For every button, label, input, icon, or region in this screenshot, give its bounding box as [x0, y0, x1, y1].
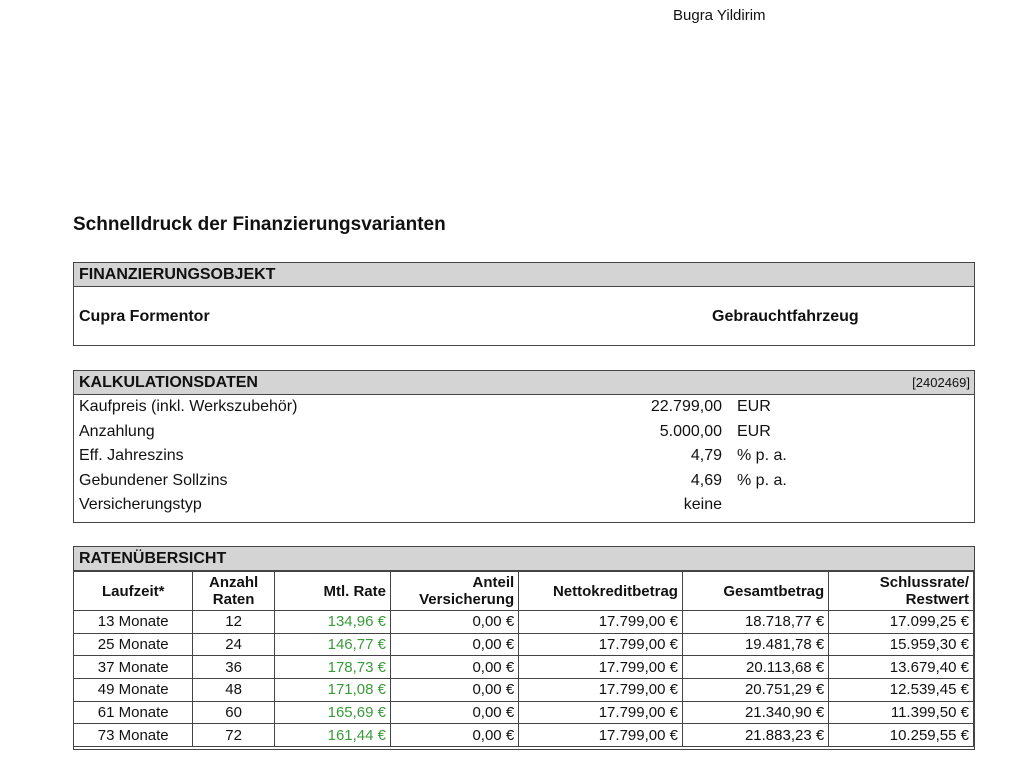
table-cell: 17.099,25 €	[828, 610, 974, 634]
table-cell: 19.481,78 €	[681, 632, 830, 657]
table-cell: 11.399,50 €	[828, 700, 974, 725]
table-cell: 15.959,30 €	[828, 632, 974, 657]
calc-value: keine	[683, 496, 722, 513]
calc-value: 5.000,00	[659, 422, 722, 440]
table-cell: 0,00 €	[389, 655, 520, 680]
calc-label: Versicherungstyp	[79, 496, 202, 513]
table-cell: 0,00 €	[389, 723, 520, 748]
table-cell: 20.113,68 €	[681, 655, 830, 680]
table-cell: 12	[192, 610, 275, 634]
table-cell: 17.799,00 €	[518, 700, 683, 725]
table-cell: 72	[192, 723, 275, 748]
table-cell: 171,08 €	[273, 678, 392, 702]
table-cell: 25 Monate	[72, 632, 194, 657]
table-cell: 73 Monate	[72, 723, 194, 748]
table-row: 61 Monate 60 165,69 €0,00 €17.799,00 €21.3…	[72, 700, 974, 725]
table-cell: 0,00 €	[389, 700, 520, 725]
table-cell: 178,73 €	[273, 655, 392, 680]
column-header: Laufzeit*	[72, 571, 194, 611]
customer-name: Bugra Yildirim	[673, 7, 766, 24]
table-cell: 17.799,00 €	[518, 723, 683, 748]
table-cell: 0,00 €	[389, 610, 520, 634]
section-header: KALKULATIONSDATEN [2402469]	[74, 371, 974, 395]
table-cell: 13.679,40 €	[828, 655, 974, 680]
table-row: 49 Monate 48 171,08 €0,00 €17.799,00 €20.7…	[72, 678, 974, 702]
calc-row: Anzahlung 5.000,00 EUR	[79, 420, 969, 445]
column-header: Schlussrate/ Restwert	[828, 571, 974, 611]
table-cell: 49 Monate	[72, 678, 194, 702]
table-cell: 37 Monate	[72, 655, 194, 680]
table-cell: 0,00 €	[389, 678, 520, 702]
table-cell: 24	[192, 632, 275, 657]
calculation-section: KALKULATIONSDATEN [2402469] Kaufpreis (in…	[73, 370, 975, 523]
table-cell: 17.799,00 €	[518, 610, 683, 634]
calc-label: Gebundener Sollzins	[79, 471, 228, 489]
column-header: Anzahl Raten	[192, 571, 275, 611]
table-cell: 12.539,45 €	[828, 678, 974, 702]
calc-unit: % p. a.	[737, 447, 787, 464]
rate-overview-section: RATENÜBERSICHT Laufzeit* Anzahl Raten Mtl.…	[72, 546, 975, 750]
table-cell: 165,69 €	[273, 700, 392, 725]
table-cell: 161,44 €	[273, 723, 392, 748]
table-cell: 13 Monate	[72, 610, 194, 634]
calc-value: 4,79	[690, 447, 722, 464]
calc-row: Kaufpreis (inkl. Werkszubehör) 22.799,00 E…	[79, 395, 969, 420]
table-cell: 0,00 €	[389, 632, 520, 657]
calc-label: Kaufpreis (inkl. Werkszubehör)	[79, 398, 298, 415]
table-cell: 17.799,00 €	[518, 678, 683, 702]
vehicle-type: Gebrauchtfahrzeug	[712, 308, 859, 325]
financing-object-section: FINANZIERUNGSOBJEKT Cupra Formentor Gebr…	[73, 262, 975, 346]
calc-value: 22.799,00	[650, 398, 722, 415]
calc-label: Anzahlung	[79, 422, 155, 440]
reference-number: [2402469]	[912, 375, 970, 390]
table-cell: 48	[192, 678, 275, 702]
table-row: 73 Monate 72 161,44 €0,00 €17.799,00 €21.8…	[72, 723, 974, 748]
table-cell: 21.883,23 €	[681, 723, 830, 748]
rate-table: Laufzeit* Anzahl Raten Mtl. Rate Anteil Ver…	[72, 571, 974, 748]
table-cell: 10.259,55 €	[828, 723, 974, 748]
table-row: 37 Monate 36 178,73 €0,00 €17.799,00 €20.1…	[72, 655, 974, 680]
column-header: Anteil Versicherung	[389, 571, 520, 611]
calc-unit: EUR	[737, 398, 771, 415]
calc-unit: % p. a.	[737, 471, 787, 489]
table-cell: 17.799,00 €	[518, 632, 683, 657]
section-title: KALKULATIONSDATEN	[79, 374, 258, 391]
calc-row: Versicherungstyp keine	[79, 493, 969, 518]
column-header: Gesamtbetrag	[681, 571, 830, 611]
calc-row: Gebundener Sollzins 4,69 % p. a.	[79, 469, 969, 494]
table-cell: 36	[192, 655, 275, 680]
section-header: RATENÜBERSICHT	[74, 547, 974, 571]
table-cell: 18.718,77 €	[681, 610, 830, 634]
table-cell: 61 Monate	[72, 700, 194, 725]
table-cell: 146,77 €	[273, 632, 392, 657]
page-title: Schnelldruck der Finanzierungsvarianten	[73, 214, 446, 235]
calc-unit: EUR	[737, 422, 771, 440]
column-header: Nettokreditbetrag	[518, 571, 683, 611]
table-cell: 17.799,00 €	[518, 655, 683, 680]
section-header: FINANZIERUNGSOBJEKT	[74, 263, 974, 287]
table-cell: 20.751,29 €	[681, 678, 830, 702]
calc-row: Eff. Jahreszins 4,79 % p. a.	[79, 444, 969, 469]
table-row: 13 Monate 12 134,96 €0,00 €17.799,00 €18.7…	[72, 610, 974, 634]
table-cell: 21.340,90 €	[681, 700, 830, 725]
vehicle-model: Cupra Formentor	[79, 308, 210, 325]
table-cell: 60	[192, 700, 275, 725]
calc-value: 4,69	[690, 471, 722, 489]
calc-label: Eff. Jahreszins	[79, 447, 184, 464]
column-header: Mtl. Rate	[273, 571, 392, 611]
table-cell: 134,96 €	[273, 610, 392, 634]
table-row: 25 Monate 24 146,77 €0,00 €17.799,00 €19.4…	[72, 632, 974, 657]
